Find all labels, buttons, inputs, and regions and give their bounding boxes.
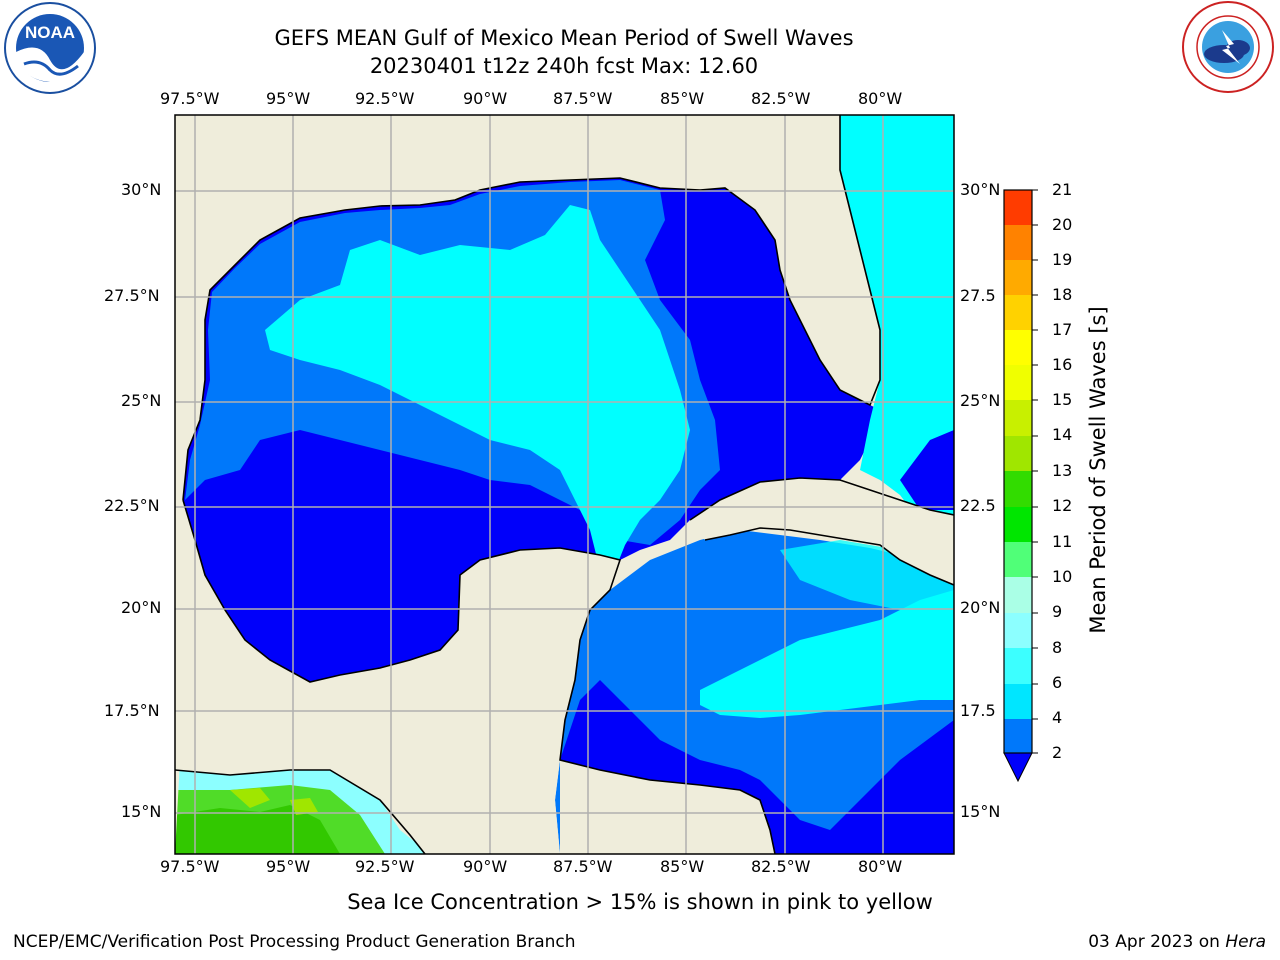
lat-label-left: 15°N [121,802,162,821]
chart-title: GEFS MEAN Gulf of Mexico Mean Period of … [274,26,854,50]
lon-label-top: 90°W [463,89,508,108]
lat-label-right: 22.5 [960,496,996,515]
lat-label-right: 17.5 [960,701,996,720]
colorbar-tick-label: 6 [1052,673,1063,692]
colorbar-tick-label: 18 [1052,285,1073,304]
lon-label-top: 80°W [858,89,903,108]
lat-label-left: 22.5°N [104,496,160,515]
mexico-west [175,115,480,854]
lon-label-top: 97.5°W [160,89,220,108]
lat-label-left: 27.5°N [104,286,160,305]
footer-date: 03 Apr 2023 on Hera [1088,932,1266,952]
lon-label-bottom: 85°W [660,857,705,876]
atlantic-ocean [840,115,954,520]
colorbar-tick-label: 19 [1052,250,1073,269]
colorbar-tick-label: 8 [1052,638,1063,657]
lat-label-left: 17.5°N [104,701,160,720]
lon-label-bottom: 97.5°W [160,857,220,876]
colorbar-tick-label: 16 [1052,355,1073,374]
lon-label-top: 95°W [266,89,311,108]
colorbar-tick-label: 13 [1052,461,1073,480]
colorbar-tick-label: 2 [1052,743,1063,762]
footer-credit: NCEP/EMC/Verification Post Processing Pr… [13,932,576,952]
lon-label-bottom: 87.5°W [553,857,613,876]
nws-logo [1182,1,1274,93]
lat-label-right: 30°N [960,180,1001,199]
lon-label-bottom: 92.5°W [355,857,415,876]
colorbar-tick-label: 10 [1052,567,1073,586]
map-frame [174,114,955,855]
lon-label-top: 87.5°W [553,89,613,108]
lon-label-top: 82.5°W [751,89,811,108]
lat-label-right: 25°N [960,391,1001,410]
lat-label-left: 30°N [121,180,162,199]
colorbar-tick-label: 15 [1052,390,1073,409]
lat-label-right: 20°N [960,598,1001,617]
lat-label-right: 27.5 [960,286,996,305]
colorbar-tick-label: 14 [1052,425,1073,444]
lon-label-bottom: 90°W [463,857,508,876]
footer-date-text: 03 Apr 2023 on [1088,932,1226,952]
footer-host: Hera [1225,932,1266,952]
central-america [560,760,775,854]
gulf-ocean-light [265,205,690,590]
colorbar-tick-label: 9 [1052,602,1063,621]
colorbar-tick-label: 11 [1052,532,1073,551]
noaa-logo-text: NOAA [25,23,75,42]
caribbean-ocean-light [700,590,954,718]
graticule [175,115,954,854]
yucatan-peninsula [320,548,620,854]
colorbar-tick-label: 4 [1052,708,1063,727]
lon-label-bottom: 82.5°W [751,857,811,876]
lon-label-bottom: 80°W [858,857,903,876]
sea-ice-caption: Sea Ice Concentration > 15% is shown in … [347,890,933,914]
noaa-logo: NOAA [4,2,96,94]
lat-label-left: 20°N [121,598,162,617]
lat-label-right: 15°N [960,802,1001,821]
colorbar-tick-label: 20 [1052,215,1073,234]
lat-label-left: 25°N [121,391,162,410]
colorbar-tick-label: 12 [1052,496,1073,515]
us-gulf-coast [480,115,880,405]
colorbar-tick-label: 17 [1052,320,1073,339]
lon-label-bottom: 95°W [266,857,311,876]
chart-subtitle: 20230401 t12z 240h fcst Max: 12.60 [369,54,759,78]
lon-label-top: 92.5°W [355,89,415,108]
colorbar-title: Mean Period of Swell Waves [s] [1086,306,1110,634]
colorbar [1003,189,1038,783]
colorbar-tick-label: 21 [1052,180,1073,199]
cuba [690,478,954,585]
lon-label-top: 85°W [660,89,705,108]
